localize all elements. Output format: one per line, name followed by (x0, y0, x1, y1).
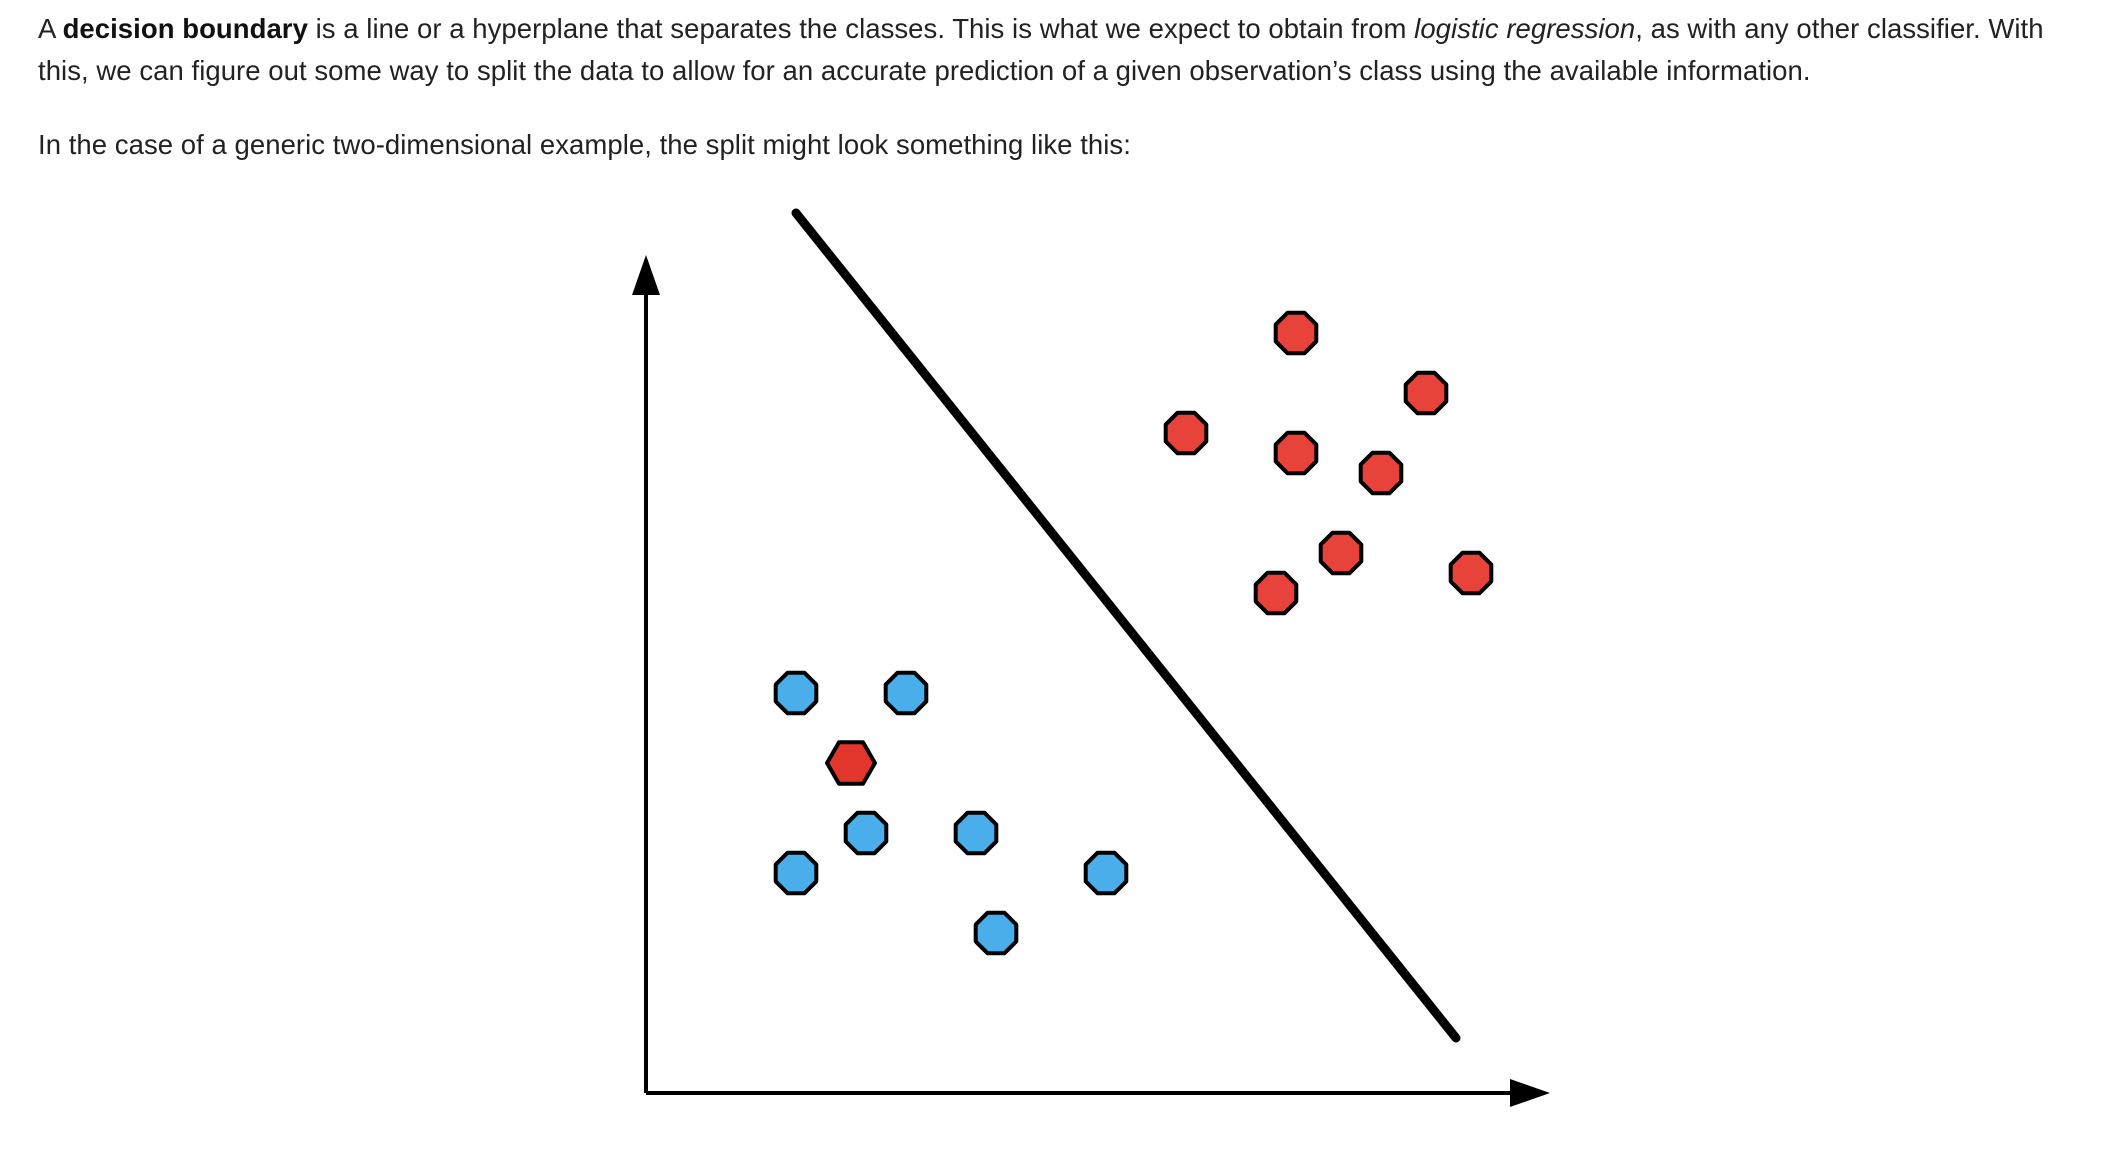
article-body: A decision boundary is a line or a hyper… (38, 8, 2098, 166)
red-point-3 (1163, 410, 1209, 456)
plot-axes (632, 255, 1550, 1107)
y-axis-arrowhead (632, 255, 660, 295)
term-logistic-regression: logistic regression (1414, 13, 1636, 44)
blue-point-10 (883, 670, 929, 716)
x-axis-arrowhead (1510, 1079, 1550, 1107)
term-decision-boundary: decision boundary (62, 13, 308, 44)
blue-point-13 (953, 810, 999, 856)
blue-point-9 (773, 670, 819, 716)
blue-point-16 (973, 910, 1019, 956)
red-point-7 (1448, 550, 1494, 596)
red-point-2 (1403, 370, 1449, 416)
blue-point-12 (843, 810, 889, 856)
paragraph-example-intro: In the case of a generic two-dimensional… (38, 129, 1131, 160)
outlier-red-point-11 (825, 740, 877, 786)
red-point-4 (1273, 430, 1319, 476)
paragraph-mid: is a line or a hyperplane that separates… (307, 13, 1415, 44)
paragraph-decision-boundary: A decision boundary is a line or a hyper… (38, 8, 2098, 92)
data-points-group (773, 310, 1494, 956)
red-point-6 (1318, 530, 1364, 576)
paragraph-tail: , as with any other classifier. With thi… (38, 13, 2044, 86)
decision-boundary-line (791, 208, 1461, 1043)
red-point-5 (1358, 450, 1404, 496)
decision-boundary-group (791, 208, 1461, 1043)
paragraph-lead: A (38, 13, 63, 44)
red-point-1 (1273, 310, 1319, 356)
red-point-8 (1253, 570, 1299, 616)
blue-point-15 (1083, 850, 1129, 896)
blue-point-14 (773, 850, 819, 896)
